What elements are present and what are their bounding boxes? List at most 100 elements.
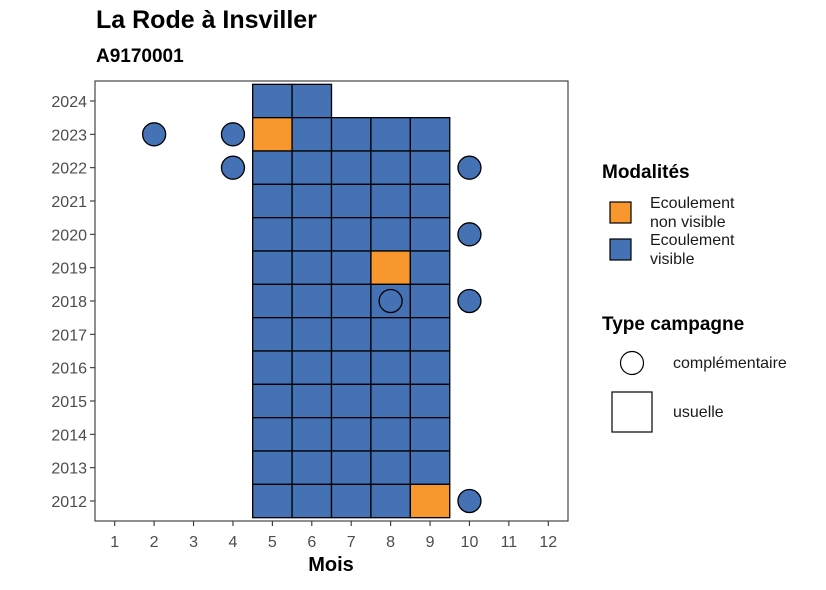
- data-circle-4-2023: [220, 122, 246, 147]
- data-circle-10-2012: [457, 488, 482, 514]
- data-square-8-2022: [370, 150, 411, 185]
- data-circle-10-2018: [457, 288, 482, 314]
- data-square-8-2013: [370, 450, 411, 485]
- legend-label-line: visible: [650, 251, 695, 268]
- data-square-7-2022: [330, 150, 372, 185]
- x-tick-label: 5: [268, 534, 277, 551]
- data-square-6-2024: [291, 83, 333, 119]
- data-square-6-2014: [291, 417, 333, 452]
- data-square-6-2022: [291, 150, 333, 185]
- data-square-8-2020: [370, 217, 411, 252]
- data-square-8-2015: [370, 383, 411, 419]
- y-tick-label: 2019: [51, 261, 87, 278]
- x-tick-label: 11: [501, 534, 518, 551]
- data-square-8-2019: [370, 250, 411, 285]
- data-square-5-2022: [252, 150, 293, 185]
- data-square-8-2016: [370, 350, 411, 385]
- data-square-9-2019: [409, 250, 451, 285]
- data-square-8-2017: [370, 317, 411, 352]
- data-square-7-2015: [330, 383, 372, 419]
- data-circle-10-2022: [457, 155, 482, 180]
- y-tick-label: 2013: [51, 461, 87, 478]
- data-circle-2-2023: [141, 122, 167, 147]
- data-square-5-2021: [252, 183, 293, 219]
- data-square-6-2023: [291, 117, 333, 152]
- y-tick-label: 2024: [51, 94, 87, 111]
- data-square-9-2018: [409, 283, 451, 319]
- x-tick-label: 10: [461, 534, 479, 551]
- data-square-5-2015: [252, 383, 293, 419]
- x-tick-label: 2: [150, 534, 159, 551]
- data-square-9-2016: [409, 350, 451, 385]
- data-square-6-2019: [291, 250, 333, 285]
- data-circle-4-2022: [220, 155, 246, 180]
- data-square-7-2012: [330, 483, 372, 519]
- y-tick-label: 2020: [51, 227, 87, 244]
- legend-key-visible: [609, 238, 632, 261]
- data-square-8-2023: [370, 117, 411, 152]
- axes: 2012 2013 2014 2015 2016 2017 2018 2019 2020 2021…: [51, 80, 569, 551]
- data-square-6-2021: [291, 183, 333, 219]
- legend-key-complementaire: [619, 350, 645, 376]
- chart-subtitle: A9170001: [96, 46, 184, 67]
- data-square-9-2013: [409, 450, 451, 485]
- data-square-8-2012: [370, 483, 411, 519]
- legend-label-non-visible: Ecoulement non visible: [650, 194, 735, 232]
- data-square-8-2021: [370, 183, 411, 219]
- y-tick-label: 2016: [51, 361, 87, 378]
- legend-label-visible: Ecoulement visible: [650, 231, 735, 269]
- data-square-7-2019: [330, 250, 372, 285]
- x-tick-label: 6: [307, 534, 316, 551]
- data-square-5-2014: [252, 417, 293, 452]
- plot-area: [95, 81, 568, 521]
- y-tick-label: 2014: [51, 427, 87, 444]
- data-square-7-2017: [330, 317, 372, 352]
- legend-label-usuelle: usuelle: [673, 404, 724, 421]
- data-square-7-2014: [330, 417, 372, 452]
- data-square-8-2014: [370, 417, 411, 452]
- data-square-5-2023: [252, 117, 293, 152]
- data-square-9-2021: [409, 183, 451, 219]
- y-tick-label: 2021: [51, 194, 87, 211]
- data-square-9-2017: [409, 317, 451, 352]
- x-tick-label: 12: [539, 534, 557, 551]
- data-square-9-2023: [409, 117, 451, 152]
- chart-title: La Rode à Insviller: [96, 6, 317, 34]
- legend-label-line: Ecoulement: [650, 195, 735, 212]
- x-tick-label: 7: [347, 534, 356, 551]
- data-square-6-2017: [291, 317, 333, 352]
- x-tick-label: 8: [386, 534, 395, 551]
- data-square-5-2013: [252, 450, 293, 485]
- x-tick-label: 3: [189, 534, 198, 551]
- y-tick-label: 2018: [51, 294, 87, 311]
- data-square-9-2022: [409, 150, 451, 185]
- data-square-7-2023: [330, 117, 372, 152]
- x-tick-label: 1: [110, 534, 119, 551]
- data-square-6-2013: [291, 450, 333, 485]
- data-square-7-2021: [330, 183, 372, 219]
- legend-label-complementaire: complémentaire: [673, 355, 787, 372]
- data-square-9-2020: [409, 217, 451, 252]
- y-tick-label: 2023: [51, 127, 87, 144]
- data-square-7-2018: [330, 283, 372, 319]
- data-square-5-2018: [252, 283, 293, 319]
- x-tick-label: 9: [426, 534, 435, 551]
- data-square-9-2012: [409, 483, 451, 519]
- y-tick-label: 2022: [51, 161, 87, 178]
- data-square-5-2020: [252, 217, 293, 252]
- legend-label-line: non visible: [650, 214, 726, 231]
- legend-label-line: Ecoulement: [650, 232, 735, 249]
- data-square-6-2012: [291, 483, 333, 519]
- legend-title-type-campagne: Type campagne: [602, 314, 745, 335]
- data-square-9-2014: [409, 417, 451, 452]
- data-square-6-2020: [291, 217, 333, 252]
- y-tick-label: 2012: [51, 494, 87, 511]
- legend-title-modalites: Modalités: [602, 162, 690, 183]
- y-tick-label: 2017: [51, 327, 87, 344]
- data-square-9-2015: [409, 383, 451, 419]
- y-tick-label: 2015: [51, 394, 87, 411]
- data-circle-10-2020: [457, 222, 482, 247]
- data-square-5-2019: [252, 250, 293, 285]
- legend-key-usuelle: [611, 391, 653, 433]
